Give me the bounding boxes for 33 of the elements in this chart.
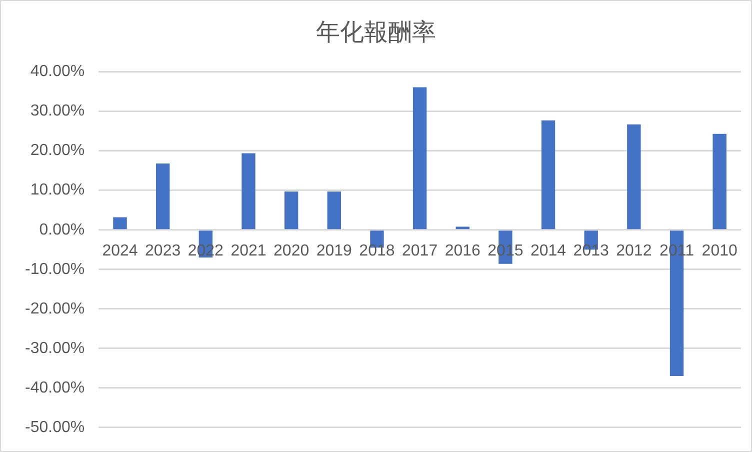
x-tick-label: 2020 (274, 242, 310, 260)
y-tick-label: -30.00% (25, 340, 85, 357)
bar (541, 120, 556, 230)
x-tick-label: 2021 (230, 242, 266, 260)
y-tick-label: 30.00% (30, 102, 85, 120)
bar (456, 226, 470, 230)
bar (113, 217, 127, 230)
y-tick-label: 40.00% (30, 63, 85, 80)
bar (242, 153, 256, 230)
bar (712, 134, 726, 230)
x-tick-label: 2017 (402, 242, 438, 260)
x-tick-label: 2010 (702, 242, 738, 260)
x-tick-label: 2014 (530, 242, 566, 260)
x-tick-label: 2023 (145, 242, 181, 260)
x-tick-label: 2016 (444, 242, 481, 260)
x-tick-label: 2012 (616, 242, 652, 260)
y-tick-label: -20.00% (25, 300, 85, 318)
x-tick-label: 2019 (316, 242, 352, 260)
y-tick-label: 20.00% (30, 142, 85, 160)
y-tick-label: 0.00% (39, 221, 85, 238)
chart-title: 年化報酬率 (316, 19, 436, 46)
bar (327, 192, 341, 230)
y-tick-label: -40.00% (25, 379, 85, 396)
bar (156, 163, 170, 230)
x-tick-label: 2018 (359, 242, 395, 260)
y-tick-label: -10.00% (25, 260, 85, 278)
y-tick-label: -50.00% (25, 418, 85, 436)
x-tick-label: 2024 (102, 242, 138, 260)
bar (284, 192, 298, 230)
x-tick-label: 2013 (573, 242, 610, 260)
bar (412, 87, 427, 230)
bar (627, 124, 641, 230)
y-tick-label: 10.00% (30, 182, 85, 199)
